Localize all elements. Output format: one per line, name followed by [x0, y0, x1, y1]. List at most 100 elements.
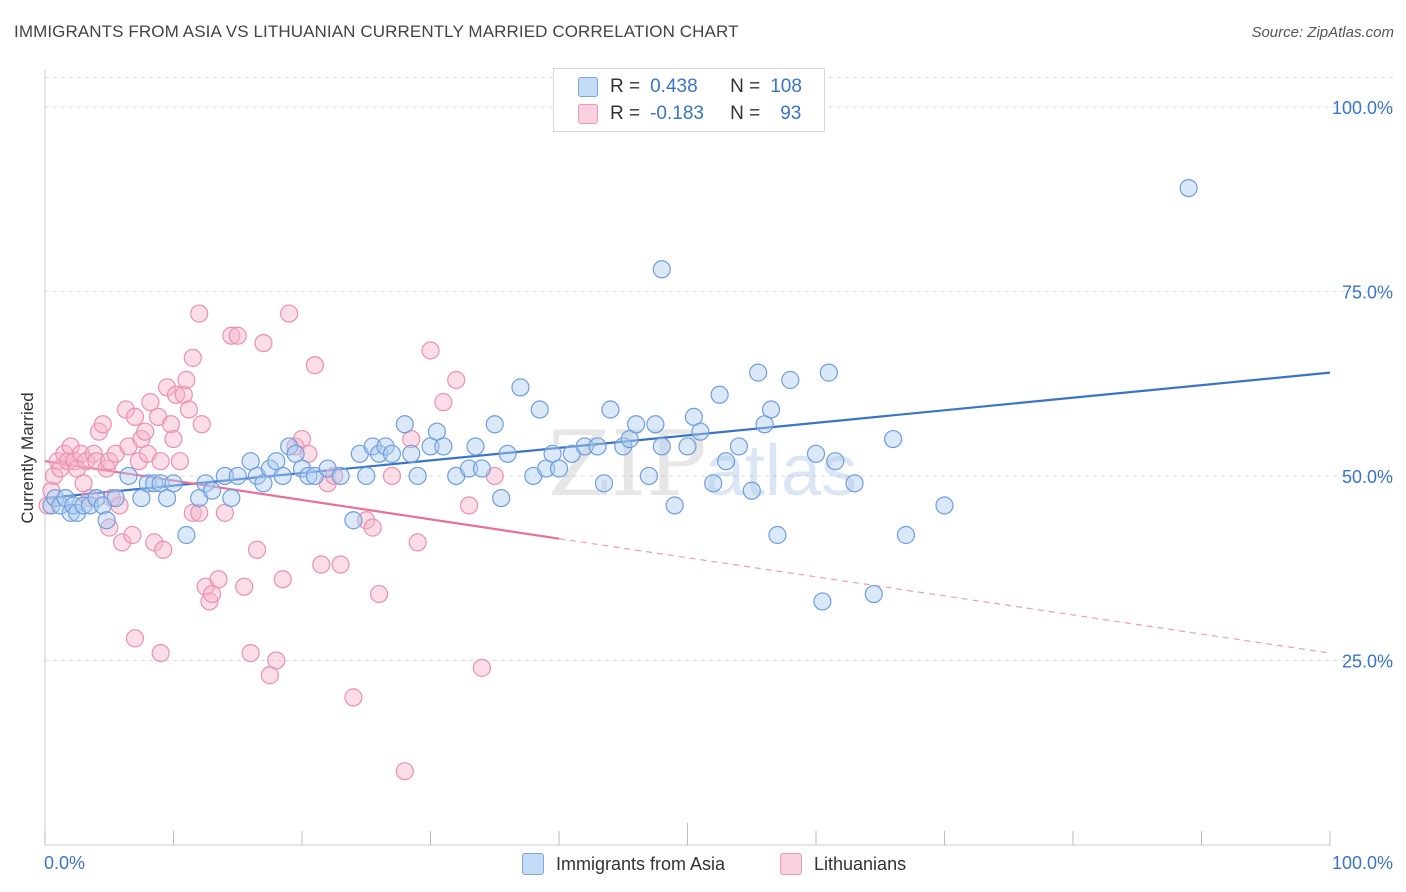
blue-point [896, 525, 916, 545]
pink-point [112, 533, 132, 552]
blue-point [588, 437, 607, 456]
pink-point [161, 415, 181, 434]
y-axis-title: Currently Married [18, 392, 37, 524]
pink-point [273, 570, 292, 589]
blue-point [626, 415, 646, 434]
pink-point [325, 466, 344, 486]
pink-point [170, 452, 190, 471]
pink-point [164, 429, 183, 449]
pink-point [154, 540, 173, 559]
source-label: Source: ZipAtlas.com [1251, 24, 1394, 41]
y-tick-label: 25.0% [1342, 651, 1393, 671]
blue-point [408, 466, 427, 486]
pink-point [228, 326, 247, 345]
pink-point [84, 444, 103, 463]
blue-point [196, 474, 215, 493]
blue-point [549, 459, 569, 478]
blue-point [806, 444, 826, 463]
blue-point [299, 466, 318, 486]
watermark-atlas: atlas [705, 431, 857, 511]
blue-point [716, 452, 736, 471]
pink-point [241, 643, 260, 663]
pink-point [87, 452, 106, 471]
blue-point [459, 459, 479, 478]
blue-point [492, 488, 511, 508]
legend-swatch-blue [578, 77, 598, 97]
bottom-legend-label-pink: Lithuanians [814, 853, 907, 874]
axes [44, 70, 1331, 846]
pink-point [177, 370, 196, 390]
blue-point [935, 496, 954, 515]
pink-point [395, 762, 414, 781]
pink-point [192, 415, 211, 434]
y-tick-label: 75.0% [1342, 282, 1393, 302]
blue-point [357, 466, 376, 486]
pink-point [235, 577, 254, 596]
legend-swatch-pink [578, 104, 598, 124]
pink-point [357, 511, 376, 530]
blue-trend-line [44, 371, 1331, 500]
x-tick-label: 0.0% [44, 853, 85, 873]
blue-point [177, 525, 196, 545]
blue-point [575, 437, 594, 456]
legend-n-label: N = [730, 103, 761, 124]
blue-point [280, 437, 299, 456]
blue-point [402, 444, 421, 463]
blue-point [742, 481, 761, 500]
pink-point [125, 629, 145, 648]
legend-r-label: R = [610, 103, 641, 124]
pink-point [179, 400, 199, 419]
blue-point [87, 488, 106, 508]
pink-point [200, 592, 219, 611]
blue-point [594, 474, 614, 493]
blue-point [466, 437, 485, 456]
legend-r-label: R = [610, 76, 641, 97]
pink-trend-line-dashed [558, 538, 1331, 654]
blue-point [761, 400, 781, 419]
legend-n-value-pink: 93 [780, 103, 802, 124]
blue-point [395, 415, 414, 434]
pink-point [77, 452, 96, 471]
blue-point [652, 437, 671, 456]
y-tick-label: 100.0% [1332, 98, 1393, 118]
blue-point [485, 415, 504, 434]
blue-point [472, 459, 491, 478]
legend-r-value-pink: -0.183 [650, 103, 704, 124]
blue-point [768, 525, 787, 545]
pink-point [363, 518, 382, 537]
blue-point [646, 415, 665, 434]
pink-point [472, 658, 491, 677]
pink-point [166, 385, 186, 404]
blue-point [222, 488, 241, 508]
blue-point [382, 444, 402, 463]
legend-row-blue: R = 0.438 N = 108 [578, 75, 802, 99]
blue-point [331, 466, 350, 486]
pink-point [190, 503, 209, 522]
correlation-legend: R = 0.438 N = 108 R = -0.183 N = 93 [553, 68, 825, 132]
pink-point [280, 304, 299, 323]
watermark-zip: ZIP [548, 412, 707, 517]
pink-point [38, 496, 57, 515]
blue-point [376, 437, 395, 456]
y-tick-label: 50.0% [1342, 467, 1393, 487]
legend-n-value-blue: 108 [770, 76, 802, 97]
pink-point [123, 525, 142, 545]
blue-point [678, 437, 697, 456]
chart-title: IMMIGRANTS FROM ASIA VS LITHUANIAN CURRE… [14, 22, 739, 41]
pink-point [447, 370, 466, 390]
bottom-legend-blue: Immigrants from Asia [522, 852, 725, 876]
blue-point [530, 400, 549, 419]
blue-point [273, 466, 292, 486]
blue-point [710, 385, 729, 404]
blue-point [665, 496, 684, 515]
pink-point [141, 393, 160, 412]
pink-point [305, 356, 324, 375]
blue-point [80, 496, 100, 515]
blue-point [228, 466, 247, 486]
blue-point [215, 466, 234, 486]
pink-point [97, 459, 116, 478]
blue-point [749, 363, 768, 382]
blue-point [511, 378, 530, 397]
blue-point [202, 481, 222, 500]
